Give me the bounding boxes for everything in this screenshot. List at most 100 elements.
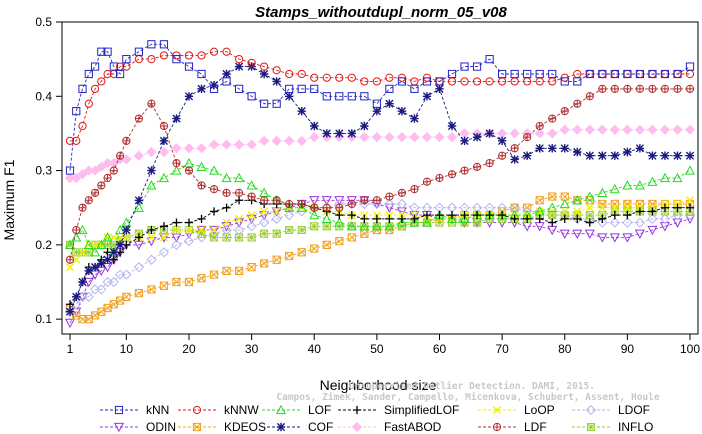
data-point-lof <box>547 202 558 212</box>
data-point-cof <box>472 132 482 142</box>
data-point-simplifiedlof <box>548 218 557 227</box>
data-point-fastabod <box>434 132 445 143</box>
legend-marker-kdeos <box>192 422 202 432</box>
legend-label-simplifiedlof: SimplifiedLOF <box>384 403 459 417</box>
data-point-inflo <box>297 225 306 235</box>
data-point-inflo <box>435 218 444 227</box>
data-point-knn <box>385 84 394 93</box>
data-point-knn <box>322 92 331 101</box>
data-point-loop <box>560 207 569 216</box>
data-point-odin <box>146 237 157 247</box>
data-point-knn <box>159 40 169 49</box>
data-point-simplifiedlof <box>197 214 206 223</box>
data-point-ldf <box>72 225 81 235</box>
data-point-cof <box>109 248 119 257</box>
data-point-knn <box>209 84 219 93</box>
data-point-cof <box>522 151 532 160</box>
data-point-ldof <box>71 299 82 310</box>
data-point-knnw <box>335 73 344 82</box>
data-point-loop <box>610 203 619 212</box>
x-tick-label: 90 <box>621 342 635 356</box>
data-point-inflo <box>585 211 594 220</box>
data-point-simplifiedlof <box>397 214 407 223</box>
legend-marker-knnw <box>192 405 202 415</box>
data-point-ldf <box>447 170 457 179</box>
data-point-cof <box>310 121 319 131</box>
series-line-knn <box>69 43 691 171</box>
data-point-loop <box>272 207 281 216</box>
data-point-kdeos <box>234 266 244 275</box>
data-point-knn <box>97 47 106 56</box>
data-point-fastabod <box>421 132 433 143</box>
data-point-cof <box>510 155 519 164</box>
data-point-fastabod <box>384 132 395 143</box>
data-point-cof <box>134 196 144 205</box>
data-point-knn <box>498 69 507 79</box>
data-point-lof <box>684 165 696 175</box>
data-point-cof <box>372 106 382 116</box>
y-tick-label: 0.1 <box>35 312 52 326</box>
data-point-ldf <box>159 121 169 131</box>
legend-label-inflo: INFLO <box>618 420 653 434</box>
legend-item-lof: LOF <box>262 403 331 417</box>
data-point-cof <box>573 147 582 157</box>
data-point-cof <box>685 151 695 160</box>
data-point-lof <box>459 213 470 223</box>
data-point-lof <box>659 172 670 183</box>
data-point-lof <box>359 221 370 231</box>
data-point-ldof <box>158 247 170 258</box>
data-point-loop <box>623 203 632 212</box>
data-point-loop <box>598 203 607 212</box>
data-point-knn <box>535 69 544 79</box>
data-point-inflo <box>222 233 231 242</box>
y-tick-label: 0.3 <box>35 164 52 178</box>
legend-item-loop: LoOP <box>478 403 555 417</box>
data-point-lof <box>77 224 88 235</box>
data-point-fastabod <box>597 124 608 135</box>
data-point-simplifiedlof <box>460 211 469 220</box>
data-point-knn <box>485 55 494 64</box>
data-point-fastabod <box>497 128 508 139</box>
data-point-cof <box>322 129 331 138</box>
data-point-fastabod <box>446 132 458 143</box>
data-point-knnw <box>247 58 256 67</box>
data-point-ldf <box>247 192 256 201</box>
watermark-line-2: Campos, Zimek, Sander, Campello, Micenko… <box>276 392 659 403</box>
data-point-knn <box>297 84 306 93</box>
data-point-knn <box>598 69 607 79</box>
data-point-knn <box>460 62 469 71</box>
data-point-kdeos <box>209 270 219 279</box>
data-point-inflo <box>235 233 244 242</box>
data-point-simplifiedlof <box>159 222 169 231</box>
data-point-fastabod <box>246 139 257 150</box>
data-point-lof <box>396 217 407 227</box>
data-point-loop <box>585 203 594 212</box>
data-point-ldf <box>222 188 231 197</box>
data-point-kdeos <box>247 263 256 272</box>
data-point-fastabod <box>509 128 520 139</box>
data-point-ldf <box>648 84 657 93</box>
data-point-inflo <box>260 229 269 238</box>
legend-marker-ldf <box>492 422 502 432</box>
y-tick-label: 0.5 <box>35 15 52 29</box>
legend-label-odin: ODIN <box>146 420 176 434</box>
data-point-ldf <box>460 166 469 175</box>
data-point-simplifiedlof <box>472 211 482 220</box>
data-point-knnw <box>322 73 331 82</box>
data-point-simplifiedlof <box>147 225 156 235</box>
data-point-ldf <box>660 84 670 93</box>
data-point-ldf <box>347 199 356 209</box>
data-point-knnw <box>159 51 169 60</box>
data-point-kdeos <box>635 199 644 209</box>
legend-item-inflo: INFLO <box>572 420 653 434</box>
data-point-cof <box>115 240 125 250</box>
legend-marker-lof <box>275 404 287 415</box>
data-point-knn <box>310 84 319 93</box>
data-point-cof <box>598 151 607 160</box>
data-point-cof <box>447 121 457 131</box>
data-point-lof <box>559 198 570 209</box>
data-point-cof <box>560 144 569 153</box>
data-point-ldf <box>385 192 394 201</box>
x-tick-label: 30 <box>245 342 259 356</box>
legend-item-knn: kNN <box>100 403 169 417</box>
